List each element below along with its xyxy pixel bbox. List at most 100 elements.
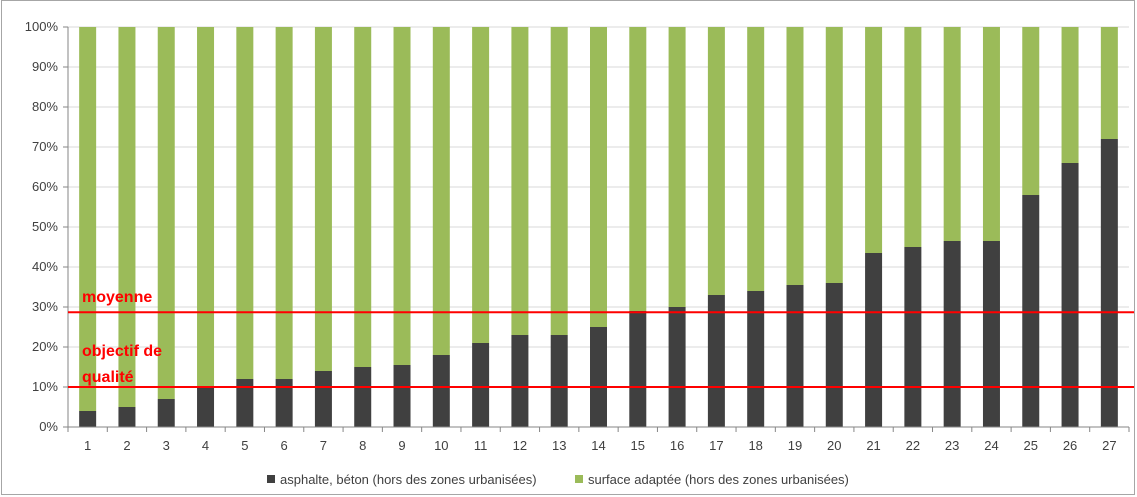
legend-swatch-asphalte <box>267 475 275 483</box>
bar-asphalte <box>590 327 607 427</box>
x-tick-label: 14 <box>591 438 605 453</box>
bar-asphalte <box>393 365 411 427</box>
x-tick-label: 22 <box>906 438 920 453</box>
bar-surface <box>275 27 293 379</box>
bar-asphalte <box>118 407 136 427</box>
bar-surface <box>943 27 961 241</box>
y-tick-label: 60% <box>32 179 58 194</box>
y-tick-label: 100% <box>25 19 59 34</box>
x-tick-label: 24 <box>984 438 998 453</box>
bar-asphalte <box>747 291 765 427</box>
bar-surface <box>590 27 607 327</box>
x-tick-label: 3 <box>163 438 170 453</box>
bar-asphalte <box>550 335 568 427</box>
bar-asphalte <box>904 247 922 427</box>
x-tick-label: 9 <box>398 438 405 453</box>
bar-asphalte <box>79 411 97 427</box>
bar-surface <box>354 27 372 367</box>
bar-surface <box>511 27 529 335</box>
bar-surface <box>1100 27 1118 139</box>
reference-label-objectif-line2: qualité <box>82 369 134 386</box>
x-tick-label: 6 <box>281 438 288 453</box>
bar-asphalte <box>472 343 490 427</box>
bar-asphalte <box>275 379 293 427</box>
y-tick-label: 90% <box>32 59 58 74</box>
x-tick-label: 8 <box>359 438 366 453</box>
bar-asphalte <box>786 285 804 427</box>
reference-label-moyenne: moyenne <box>82 289 152 306</box>
bar-asphalte <box>629 311 647 427</box>
bar-surface <box>786 27 804 285</box>
bar-asphalte <box>354 367 372 427</box>
bar-surface <box>825 27 843 283</box>
x-tick-label: 5 <box>241 438 248 453</box>
reference-lines-layer <box>68 311 1134 388</box>
x-tick-label: 20 <box>827 438 841 453</box>
bar-surface <box>393 27 411 365</box>
x-tick-label: 1 <box>84 438 91 453</box>
bar-asphalte <box>236 379 254 427</box>
bar-surface <box>1022 27 1040 195</box>
legend-label-surface: surface adaptée (hors des zones urbanisé… <box>588 472 849 487</box>
x-tick-label: 27 <box>1102 438 1116 453</box>
x-tick-label: 19 <box>788 438 802 453</box>
x-tick-label: 21 <box>866 438 880 453</box>
bar-asphalte <box>668 307 686 427</box>
bar-surface <box>865 27 883 253</box>
x-tick-label: 7 <box>320 438 327 453</box>
y-tick-label: 20% <box>32 339 58 354</box>
y-tick-label: 10% <box>32 379 58 394</box>
bars-layer <box>79 27 1118 427</box>
bar-asphalte <box>314 371 332 427</box>
bar-asphalte <box>1100 139 1118 427</box>
bar-surface <box>314 27 332 371</box>
bar-surface <box>550 27 568 335</box>
bar-surface <box>747 27 765 291</box>
x-tick-label: 23 <box>945 438 959 453</box>
legend-label-asphalte: asphalte, béton (hors des zones urbanisé… <box>280 472 537 487</box>
x-tick-label: 2 <box>123 438 130 453</box>
bar-asphalte <box>432 355 450 427</box>
bar-asphalte <box>197 387 215 427</box>
x-tick-label: 26 <box>1063 438 1077 453</box>
legend: asphalte, béton (hors des zones urbanisé… <box>267 472 849 487</box>
y-tick-label: 50% <box>32 219 58 234</box>
bar-surface <box>629 27 647 311</box>
y-tick-label: 0% <box>39 419 58 434</box>
y-tick-label: 80% <box>32 99 58 114</box>
bar-surface <box>432 27 450 355</box>
bar-asphalte <box>157 399 175 427</box>
bar-surface <box>236 27 254 379</box>
x-tick-label: 12 <box>513 438 527 453</box>
y-tick-label: 30% <box>32 299 58 314</box>
x-tick-label: 4 <box>202 438 209 453</box>
bar-surface <box>1061 27 1079 163</box>
bar-surface <box>197 27 215 387</box>
bar-asphalte <box>825 283 843 427</box>
reference-label-objectif-line1: objectif de <box>82 343 162 360</box>
x-tick-label: 10 <box>434 438 448 453</box>
x-tick-label: 15 <box>631 438 645 453</box>
y-tick-label: 70% <box>32 139 58 154</box>
bar-asphalte <box>982 241 1000 427</box>
x-tick-label: 11 <box>474 438 488 453</box>
legend-swatch-surface <box>575 475 583 483</box>
bar-surface <box>707 27 725 295</box>
bar-asphalte <box>1061 163 1079 427</box>
bar-asphalte <box>865 253 883 427</box>
x-tick-label: 25 <box>1024 438 1038 453</box>
x-tick-label: 16 <box>670 438 684 453</box>
x-tick-label: 13 <box>552 438 566 453</box>
bar-surface <box>157 27 175 399</box>
bar-surface <box>79 27 97 411</box>
bar-surface <box>904 27 922 247</box>
axis-layer: 0%10%20%30%40%50%60%70%80%90%100%1 2 3 4 5 6 7… <box>25 19 1130 453</box>
bar-asphalte <box>943 241 961 427</box>
bar-asphalte <box>707 295 725 427</box>
x-tick-label: 17 <box>709 438 723 453</box>
bar-surface <box>472 27 490 343</box>
bar-surface <box>668 27 686 307</box>
y-tick-label: 40% <box>32 259 58 274</box>
bar-asphalte <box>1022 195 1040 427</box>
